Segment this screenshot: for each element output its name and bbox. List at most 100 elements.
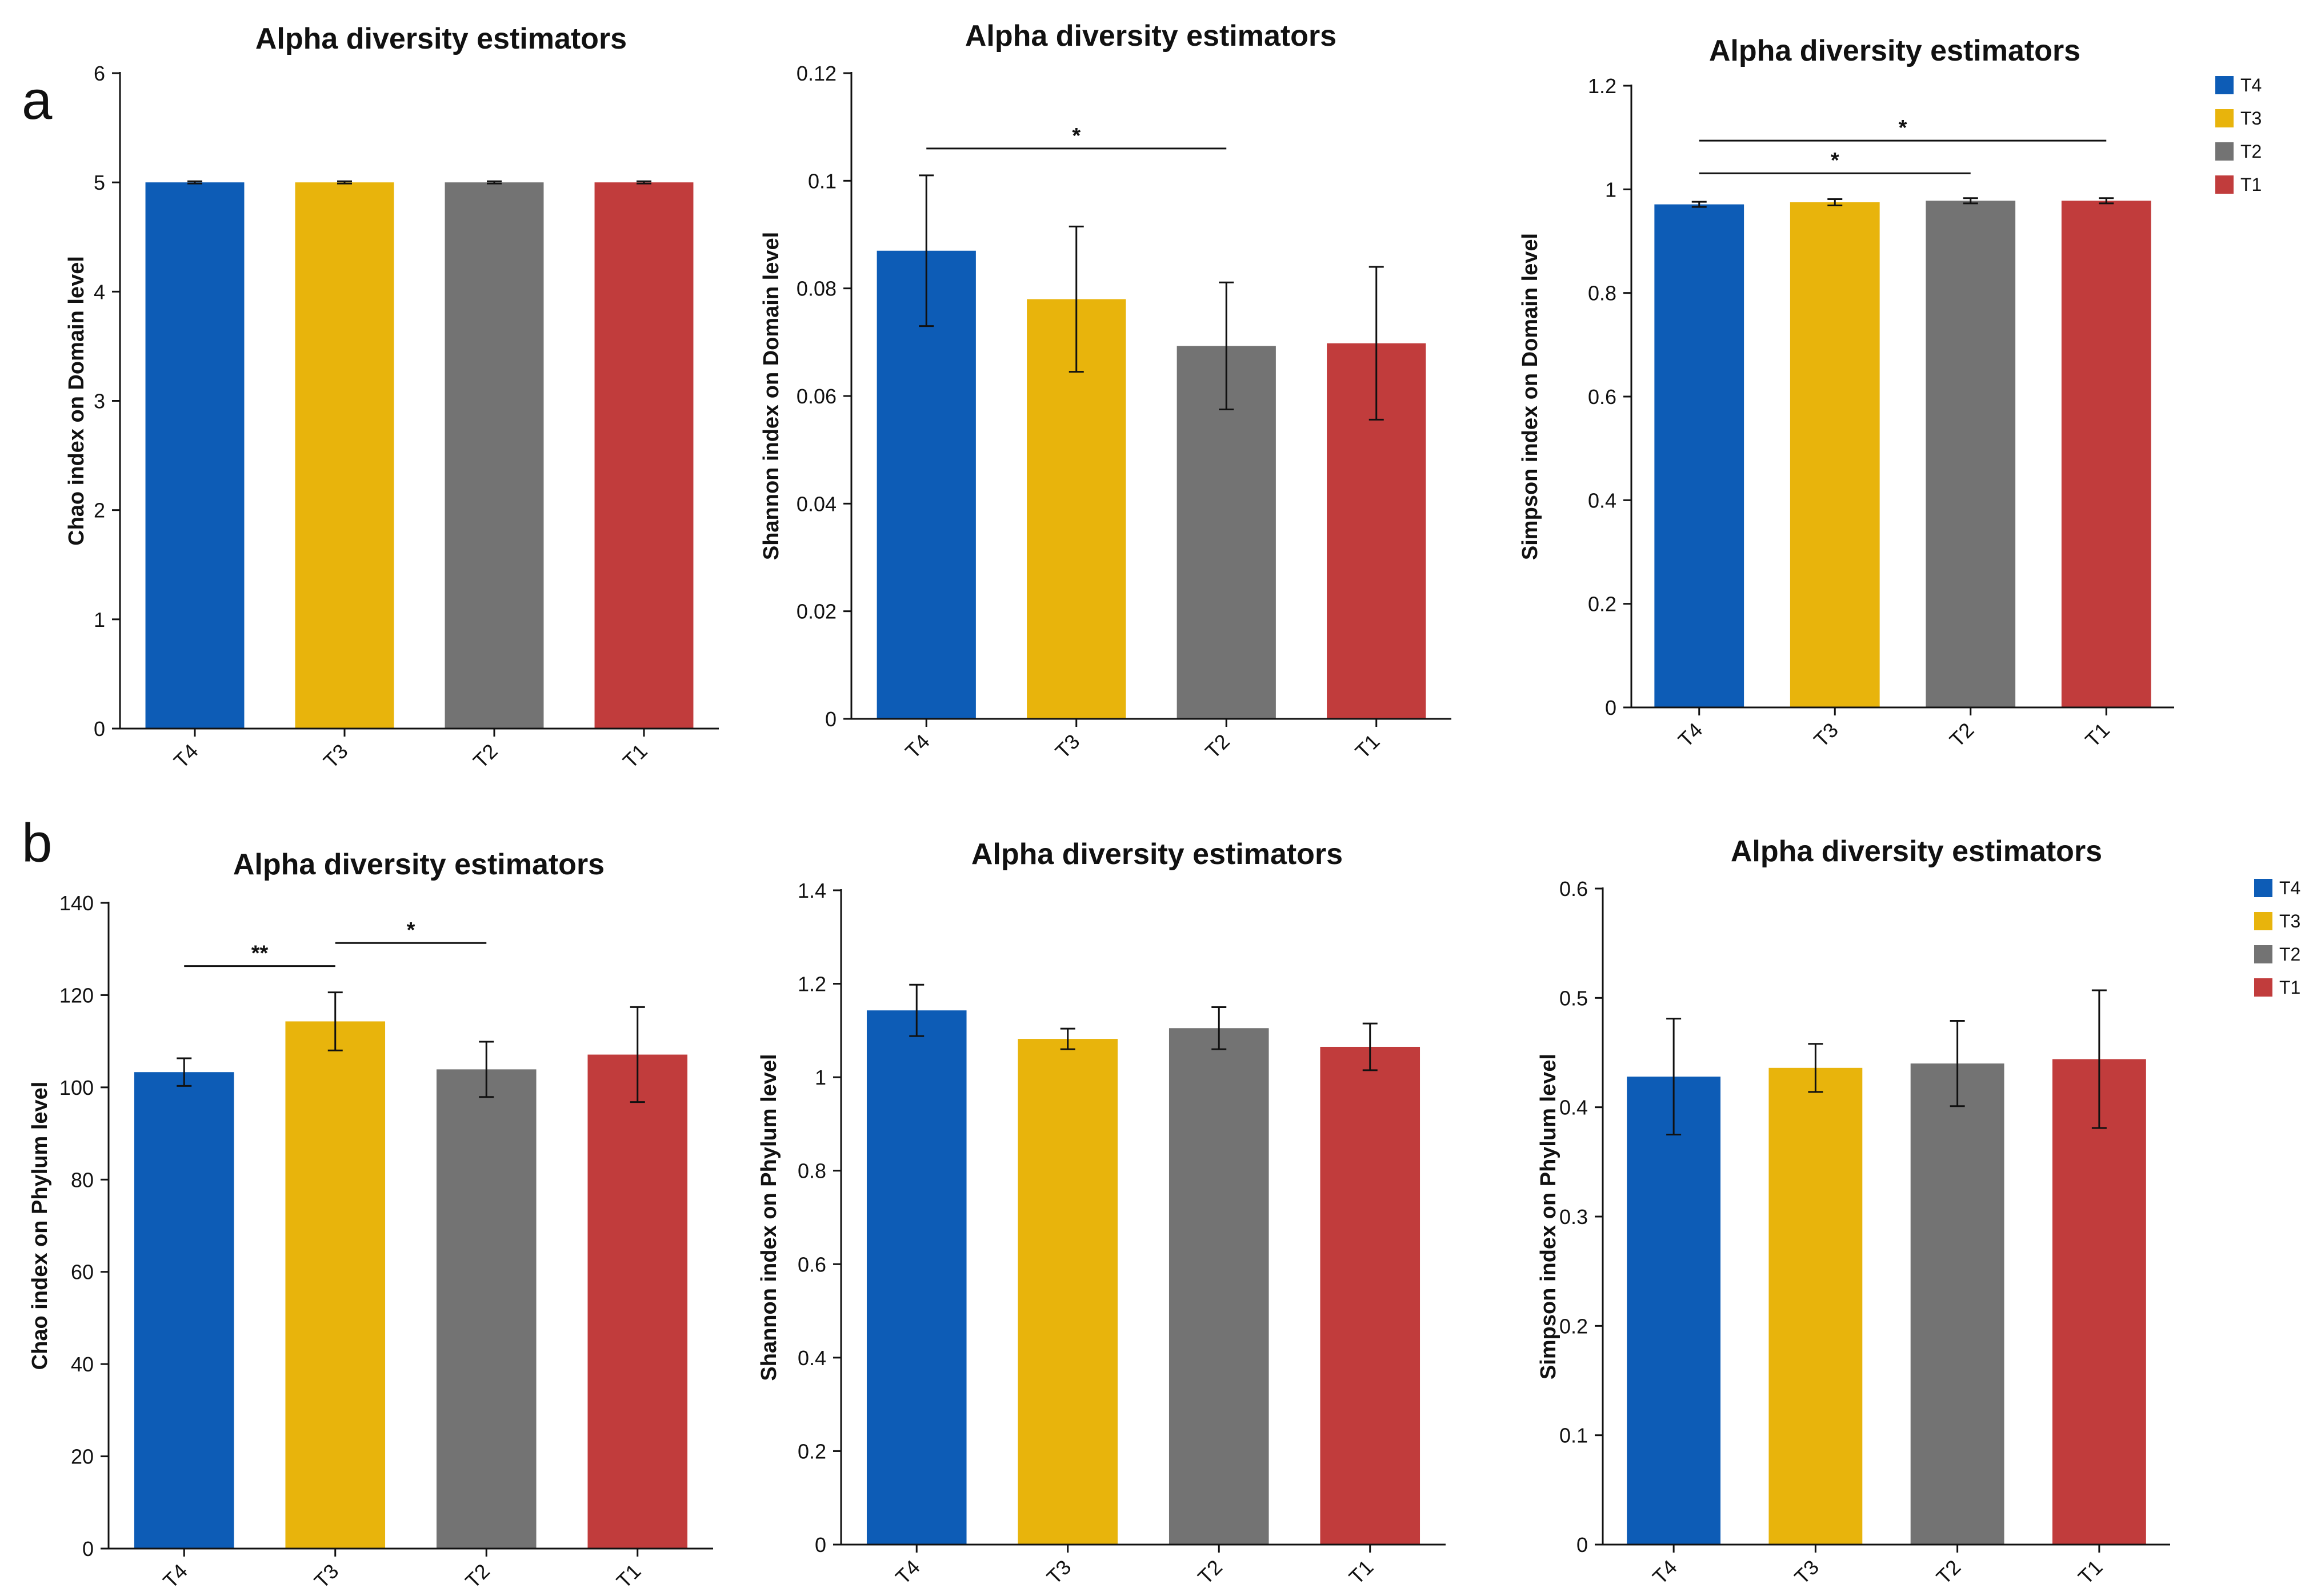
legend-label-t1: T1 xyxy=(2240,174,2262,195)
chart-3: Alpha diversity estimators Simpson index … xyxy=(1518,34,2262,751)
error-bar-t1 xyxy=(630,1006,645,1103)
y-tick-label: 0.12 xyxy=(797,62,837,85)
y-tick-label: 1 xyxy=(94,608,105,631)
y-tick-label: 0.08 xyxy=(797,277,837,301)
y-axis-label: Shannon index on Phylum level xyxy=(757,1054,781,1381)
x-tick-label-t4: T4 xyxy=(1648,1555,1682,1589)
x-tick-label-t3: T3 xyxy=(1042,1555,1076,1589)
chart-6: Alpha diversity estimators Simpson index … xyxy=(1536,835,2300,1589)
x-tick-label-t1: T1 xyxy=(612,1559,646,1593)
x-tick-label-t3: T3 xyxy=(310,1559,343,1593)
legend-swatch-t3 xyxy=(2215,109,2234,127)
bar-t4 xyxy=(1654,204,1744,707)
error-bar-t4 xyxy=(1691,201,1707,208)
y-tick-label: 0.4 xyxy=(1588,489,1616,512)
bar-t1 xyxy=(2052,1059,2146,1545)
y-tick-label: 0.02 xyxy=(797,600,837,623)
legend-label-t3: T3 xyxy=(2279,911,2300,931)
significance-marker: ** xyxy=(184,942,335,967)
legend-swatch-t4 xyxy=(2254,879,2272,897)
error-bar-t1 xyxy=(2099,197,2114,205)
x-tick-label-t3: T3 xyxy=(1051,730,1085,763)
panel-letter-a: a xyxy=(22,70,53,131)
y-tick-label: 0 xyxy=(94,717,105,741)
y-tick-label: 0.1 xyxy=(808,169,837,193)
y-tick-label: 0.4 xyxy=(798,1346,826,1370)
significance-label: * xyxy=(1831,149,1839,173)
bar-t2 xyxy=(445,182,544,729)
y-tick-label: 0 xyxy=(825,707,837,731)
y-tick-label: 0.2 xyxy=(798,1439,826,1463)
legend-swatch-t2 xyxy=(2215,142,2234,161)
chart-title: Alpha diversity estimators xyxy=(1709,34,2080,67)
y-tick-label: 2 xyxy=(94,499,105,522)
y-tick-label: 3 xyxy=(94,390,105,413)
x-tick-label-t1: T1 xyxy=(1344,1555,1378,1589)
legend-swatch-t1 xyxy=(2254,978,2272,997)
significance-label: * xyxy=(407,918,415,942)
y-tick-label: 0.8 xyxy=(1588,282,1616,305)
y-axis-label: Chao index on Phylum level xyxy=(28,1082,52,1370)
x-tick-label-t2: T2 xyxy=(1193,1555,1227,1589)
y-tick-label: 1.2 xyxy=(1588,74,1616,98)
x-tick-label-t1: T1 xyxy=(1351,730,1384,763)
legend-swatch-t4 xyxy=(2215,76,2234,94)
chart-title: Alpha diversity estimators xyxy=(233,848,605,881)
x-tick-label-t3: T3 xyxy=(1790,1555,1823,1589)
y-tick-label: 6 xyxy=(94,62,105,85)
x-tick-label-t4: T4 xyxy=(158,1559,192,1593)
y-tick-label: 0.2 xyxy=(1588,593,1616,616)
legend-label-t1: T1 xyxy=(2279,977,2300,998)
y-tick-label: 80 xyxy=(71,1168,94,1191)
x-tick-label-t4: T4 xyxy=(1674,718,1707,752)
y-tick-label: 0.6 xyxy=(1588,385,1616,409)
error-bar-t2 xyxy=(1950,1020,1965,1107)
significance-marker: * xyxy=(335,918,487,944)
chart-2: Alpha diversity estimators Shannon index … xyxy=(759,19,1451,763)
error-bar-t4 xyxy=(177,1057,192,1087)
y-tick-label: 100 xyxy=(59,1076,94,1099)
bar-t4 xyxy=(134,1072,234,1549)
legend-swatch-t2 xyxy=(2254,945,2272,963)
x-tick-label-t4: T4 xyxy=(169,739,203,773)
chart-5: Alpha diversity estimators Shannon index … xyxy=(757,838,1446,1589)
y-tick-label: 0 xyxy=(82,1537,94,1561)
chart-title: Alpha diversity estimators xyxy=(971,838,1343,871)
y-tick-label: 0.5 xyxy=(1559,986,1588,1010)
error-bar-t4 xyxy=(1666,1018,1682,1135)
error-bar-t2 xyxy=(1211,1006,1227,1050)
y-tick-label: 40 xyxy=(71,1353,94,1376)
significance-label: ** xyxy=(251,942,269,966)
error-bar-t3 xyxy=(337,180,352,185)
x-tick-label-t2: T2 xyxy=(1945,718,1979,752)
legend: T4 T3 T2 T1 xyxy=(2215,75,2262,195)
x-tick-label-t4: T4 xyxy=(901,730,934,763)
y-tick-label: 0.8 xyxy=(798,1159,826,1183)
y-tick-label: 0.06 xyxy=(797,385,837,408)
error-bar-t1 xyxy=(1362,1022,1378,1071)
legend-label-t3: T3 xyxy=(2240,108,2262,129)
error-bar-t2 xyxy=(487,180,502,185)
y-tick-label: 120 xyxy=(59,983,94,1007)
error-bar-t3 xyxy=(1060,1027,1075,1050)
y-tick-label: 0.1 xyxy=(1559,1424,1588,1447)
y-tick-label: 0.04 xyxy=(797,492,837,515)
bar-t1 xyxy=(1320,1046,1420,1545)
x-tick-label-t3: T3 xyxy=(1809,718,1843,752)
y-axis-label: Simpson index on Phylum level xyxy=(1536,1054,1560,1379)
bar-t1 xyxy=(594,182,694,729)
error-bar-t4 xyxy=(909,983,925,1037)
x-tick-label-t2: T2 xyxy=(1200,730,1234,763)
legend-label-t4: T4 xyxy=(2279,878,2300,898)
y-tick-label: 0.6 xyxy=(1559,877,1588,901)
bar-t4 xyxy=(1627,1077,1721,1545)
legend-label-t2: T2 xyxy=(2279,944,2300,965)
error-bar-t2 xyxy=(1963,197,1978,205)
error-bar-t1 xyxy=(1368,266,1384,421)
bar-t4 xyxy=(145,182,245,729)
error-bar-t4 xyxy=(919,174,934,327)
chart-title: Alpha diversity estimators xyxy=(255,22,627,55)
bar-t3 xyxy=(1768,1067,1863,1545)
error-bar-t2 xyxy=(479,1041,494,1098)
y-tick-label: 5 xyxy=(94,171,105,194)
